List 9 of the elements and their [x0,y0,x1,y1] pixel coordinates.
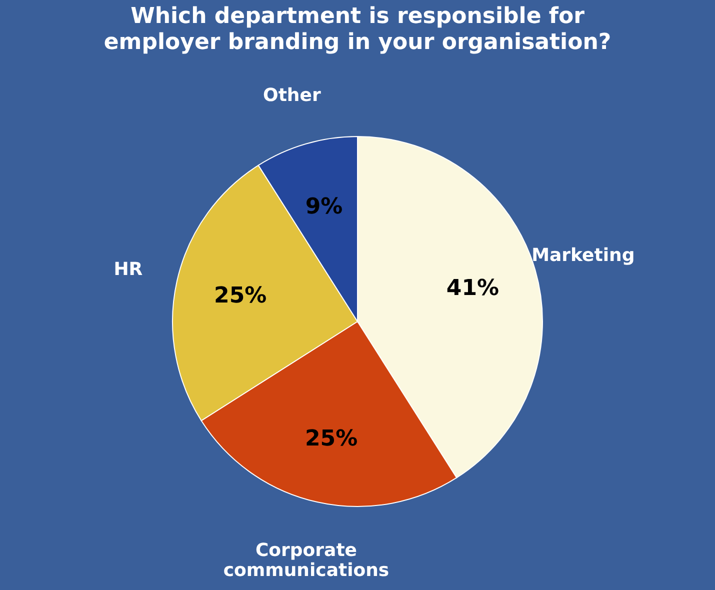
slice-label: Marketing [532,244,635,266]
data-label: 9% [305,194,343,220]
slice-label: HR [114,259,143,280]
data-label: 41% [446,276,500,302]
data-label: 25% [304,426,358,452]
slice-label: Other [263,84,321,106]
data-label: 25% [214,283,267,308]
slice-label: Corporate communications [223,540,390,581]
chart-title: Which department is responsible for employer branding in your organisation? [104,4,612,55]
